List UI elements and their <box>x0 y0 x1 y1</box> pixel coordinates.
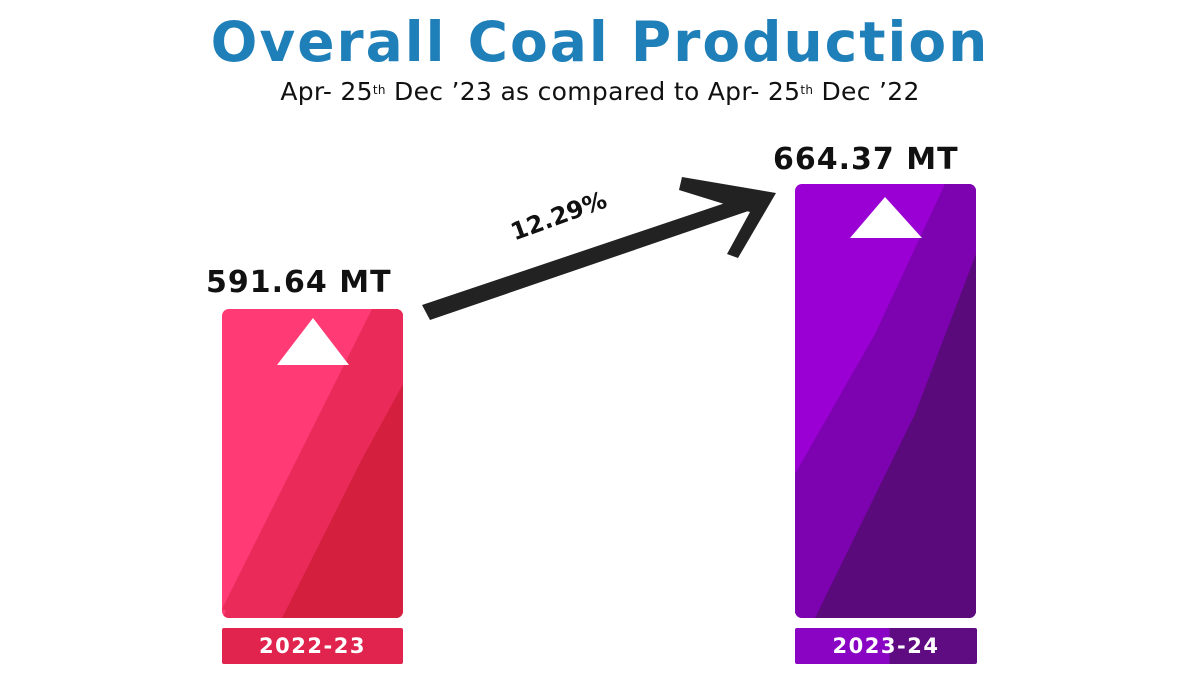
bar-2023-24 <box>795 184 976 618</box>
subtitle-part: Apr- 25 <box>280 77 373 106</box>
bar-2022-23 <box>222 309 403 618</box>
bar-value-2022-23: 591.64 MT <box>206 265 392 300</box>
up-triangle-icon <box>277 318 349 365</box>
bar-fill <box>222 309 403 618</box>
category-label-2022-23: 2022-23 <box>222 628 403 664</box>
subtitle-sup: th <box>372 83 386 97</box>
category-label-2023-24: 2023-24 <box>795 628 977 664</box>
bar-value-2023-24: 664.37 MT <box>773 142 959 177</box>
up-triangle-icon <box>850 197 922 238</box>
subtitle-sup: th <box>800 83 814 97</box>
chart-subtitle: Apr- 25th Dec ’23 as compared to Apr- 25… <box>0 76 1200 108</box>
bar-fill <box>795 184 976 618</box>
subtitle-part: Dec ’23 as compared to Apr- 25 <box>385 77 801 106</box>
subtitle-part: Dec ’22 <box>813 77 920 106</box>
chart-title: Overall Coal Production <box>210 10 990 74</box>
